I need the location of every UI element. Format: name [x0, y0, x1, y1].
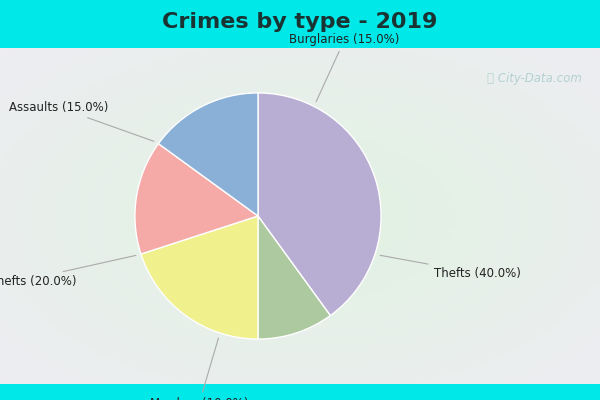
Text: Crimes by type - 2019: Crimes by type - 2019 — [163, 12, 437, 32]
Text: Assaults (15.0%): Assaults (15.0%) — [9, 101, 154, 141]
Wedge shape — [158, 93, 258, 216]
Text: Burglaries (15.0%): Burglaries (15.0%) — [289, 33, 400, 102]
Wedge shape — [258, 93, 381, 316]
Wedge shape — [141, 216, 258, 339]
Text: ⓘ City-Data.com: ⓘ City-Data.com — [487, 72, 582, 84]
Text: Murders (10.0%): Murders (10.0%) — [150, 338, 248, 400]
Text: Auto thefts (20.0%): Auto thefts (20.0%) — [0, 255, 136, 288]
Text: Thefts (40.0%): Thefts (40.0%) — [380, 255, 520, 280]
Wedge shape — [135, 144, 258, 254]
Wedge shape — [258, 216, 331, 339]
